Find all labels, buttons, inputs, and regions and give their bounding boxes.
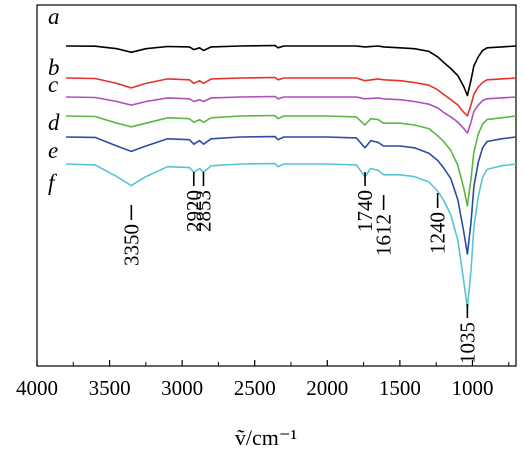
peak-label-1612: 1612	[372, 214, 396, 256]
x-tick-label: 3500	[89, 376, 131, 400]
peak-label-1035: 1035	[455, 322, 479, 364]
series-line-f	[65, 162, 517, 309]
x-tick-label: 1000	[451, 376, 493, 400]
series-label-a: a	[48, 4, 60, 29]
peak-label-3350: 3350	[119, 224, 143, 266]
x-axis-ticks: 4000 3500 3000 2500 2000 1500 1000	[16, 360, 510, 400]
series-line-b	[65, 76, 517, 117]
series-line-c	[65, 95, 517, 134]
series-label-d: d	[48, 110, 60, 135]
peak-label-2853: 2853	[192, 190, 216, 232]
series-curves	[65, 44, 517, 309]
series-line-e	[65, 135, 517, 255]
series-label-f: f	[48, 170, 58, 195]
x-tick-label: 2000	[306, 376, 348, 400]
x-tick-label: 3000	[161, 376, 203, 400]
peak-label-1740: 1740	[353, 190, 377, 232]
x-tick-label: 4000	[16, 376, 58, 400]
series-label-b: b	[48, 55, 60, 80]
series-line-a	[65, 44, 517, 97]
series-label-e: e	[48, 138, 58, 163]
peak-label-2920: 2920	[182, 190, 206, 232]
series-label-c: c	[48, 72, 58, 97]
x-axis-label: ṽ/cm⁻¹	[235, 425, 297, 450]
x-tick-label: 2500	[234, 376, 276, 400]
x-tick-label: 1500	[379, 376, 421, 400]
plot-frame	[36, 4, 517, 367]
series-line-d	[65, 114, 517, 207]
peak-label-1240: 1240	[426, 212, 450, 254]
